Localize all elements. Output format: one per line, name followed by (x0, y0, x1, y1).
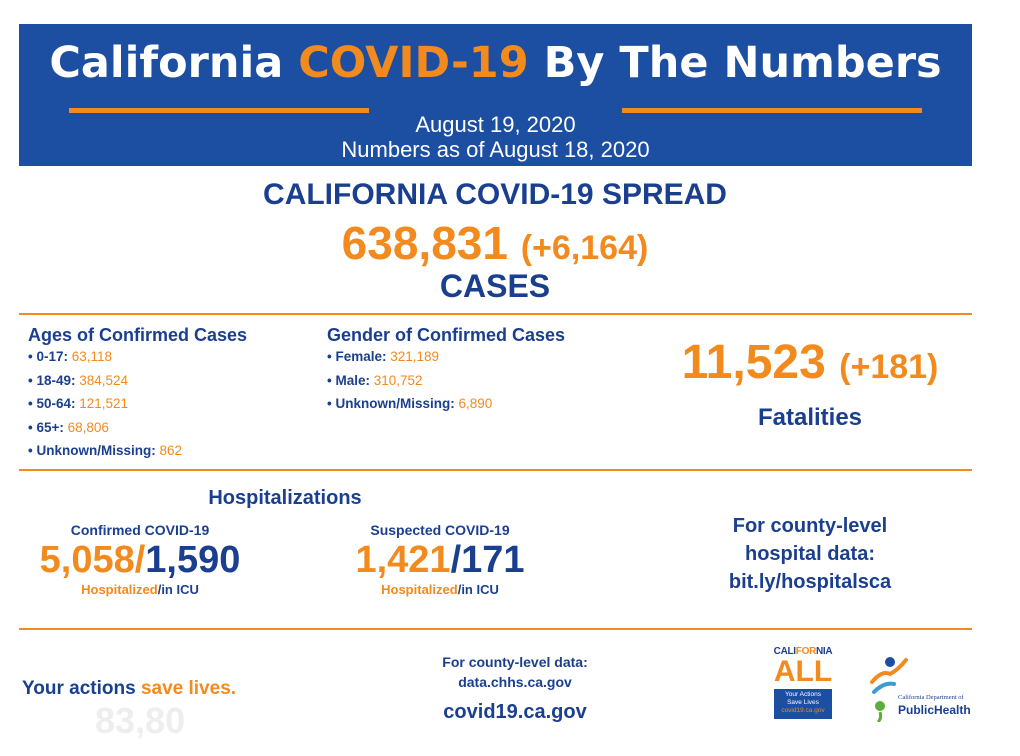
list-item: • Male: 310,752 (327, 369, 492, 393)
gender-list: • Female: 321,189 • Male: 310,752 • Unkn… (327, 345, 492, 416)
suspected-numbers: 1,421/171 (320, 538, 560, 582)
county-data-line1: For county-level data: (442, 654, 588, 670)
covid-website-link[interactable]: covid19.ca.gov (443, 701, 587, 723)
county-data-link[interactable]: data.chhs.ca.gov (458, 674, 572, 690)
item-label: • Female: (327, 349, 391, 364)
slash: / (450, 539, 462, 581)
logo-text: NIA (816, 646, 833, 657)
fatalities-label: Fatalities (757, 404, 863, 431)
confirmed-numbers: 5,058/1,590 (20, 538, 260, 582)
logo-state-name: CALIFORNIA (770, 646, 836, 657)
ages-title: Ages of Confirmed Cases (28, 325, 248, 345)
ages-list: • 0-17: 63,118 • 18-49: 384,524 • 50-64:… (28, 345, 182, 463)
suspected-hospitalized: 1,421 (355, 539, 451, 581)
foot-icu: /in ICU (457, 582, 499, 597)
county-hospital-line1: For county-level (732, 515, 888, 537)
foot-hospitalized: Hospitalized (381, 582, 458, 597)
county-hospital-line2: hospital data: (744, 543, 875, 565)
item-value: 384,524 (79, 372, 129, 388)
item-value: 321,189 (390, 349, 440, 364)
item-value: 68,806 (67, 419, 109, 435)
header-banner: California COVID-19 By The Numbers Augus… (19, 24, 972, 166)
logo-text: FOR (795, 646, 817, 657)
report-date: August 19, 2020 (415, 112, 576, 137)
hospital-data-link[interactable]: bit.ly/hospitalsca (728, 571, 892, 593)
confirmed-label: Confirmed COVID-19 (70, 522, 210, 538)
item-label: • Male: (327, 372, 374, 388)
hospitalizations-title: Hospitalizations (208, 487, 362, 509)
item-value: 862 (159, 443, 183, 458)
list-item: • Female: 321,189 (327, 345, 492, 369)
item-label: • Unknown/Missing: (327, 396, 459, 411)
list-item: • 50-64: 121,521 (28, 392, 182, 416)
title-highlight: COVID-19 (298, 38, 529, 88)
confirmed-icu: 1,590 (145, 539, 241, 581)
divider (19, 628, 972, 630)
item-label: • 0-17: (28, 349, 72, 364)
cdph-dept: California Department of (898, 694, 964, 701)
cases-total: 638,831 (+6,164) (0, 216, 990, 270)
ghost-text: 83,80 (95, 700, 186, 741)
logo-all: ALL (773, 655, 833, 688)
slogan-highlight: save lives. (140, 678, 237, 699)
logo-box-line: Save Lives (787, 699, 819, 706)
banner-divider-left (69, 108, 369, 113)
suspected-foot: Hospitalized/in ICU (320, 582, 560, 597)
slash: / (134, 539, 146, 581)
divider (19, 469, 972, 471)
cdph-name: PublicHealth (898, 703, 971, 717)
fatalities-delta: (+181) (839, 348, 939, 386)
item-value: 6,890 (458, 396, 493, 411)
list-item: • 0-17: 63,118 (28, 345, 182, 369)
confirmed-foot: Hospitalized/in ICU (20, 582, 260, 597)
logo-box-line: Your Actions (785, 691, 821, 698)
title-pre: California (49, 38, 299, 88)
cdph-figure-icon (870, 657, 908, 722)
foot-hospitalized: Hospitalized (81, 582, 158, 597)
cdph-logo: California Department of PublicHealth (868, 652, 978, 732)
item-label: • 50-64: (28, 396, 80, 411)
county-hospital-data: For county-level hospital data: bit.ly/h… (690, 512, 930, 596)
suspected-label: Suspected COVID-19 (370, 522, 510, 538)
item-label: • 18-49: (28, 372, 80, 388)
confirmed-hospitalized: 5,058 (39, 539, 135, 581)
fatalities-total: 11,523 (+181) (655, 335, 965, 390)
spread-title: CALIFORNIA COVID-19 SPREAD (263, 178, 727, 211)
cases-number: 638,831 (341, 217, 508, 269)
item-label: • 65+: (28, 419, 68, 435)
list-item: • Unknown/Missing: 6,890 (327, 392, 492, 416)
actions-slogan: Your actions save lives. (22, 678, 236, 700)
cases-delta: (+6,164) (520, 229, 649, 267)
item-label: • Unknown/Missing: (28, 443, 160, 458)
list-item: • 65+: 68,806 (28, 416, 182, 440)
list-item: • 18-49: 384,524 (28, 369, 182, 393)
logo-text: CALI (773, 646, 796, 657)
item-value: 310,752 (373, 372, 423, 388)
item-value: 121,521 (79, 396, 129, 411)
title-post: By The Numbers (528, 38, 942, 88)
california-all-logo: CALIFORNIA ALL Your Actions Save Lives c… (770, 646, 836, 730)
slogan-pre: Your actions (22, 678, 141, 699)
cases-label: CASES (439, 268, 551, 304)
county-data: For county-level data: data.chhs.ca.gov (390, 652, 640, 692)
banner-divider-right (622, 108, 922, 113)
logo-box: Your Actions Save Lives covid19.ca.gov (774, 689, 832, 719)
fatalities-number: 11,523 (681, 336, 826, 389)
item-value: 63,118 (71, 349, 113, 364)
data-as-of: Numbers as of August 18, 2020 (341, 137, 650, 162)
foot-icu: /in ICU (157, 582, 199, 597)
divider (19, 313, 972, 315)
gender-title: Gender of Confirmed Cases (327, 325, 566, 345)
confirmed-hospitalizations: Confirmed COVID-19 5,058/1,590 Hospitali… (20, 522, 260, 597)
page-title: California COVID-19 By The Numbers (19, 38, 972, 88)
list-item: • Unknown/Missing: 862 (28, 439, 182, 463)
suspected-hospitalizations: Suspected COVID-19 1,421/171 Hospitalize… (320, 522, 560, 597)
logo-box-line: covid19.ca.gov (781, 707, 825, 714)
suspected-icu: 171 (461, 539, 525, 581)
